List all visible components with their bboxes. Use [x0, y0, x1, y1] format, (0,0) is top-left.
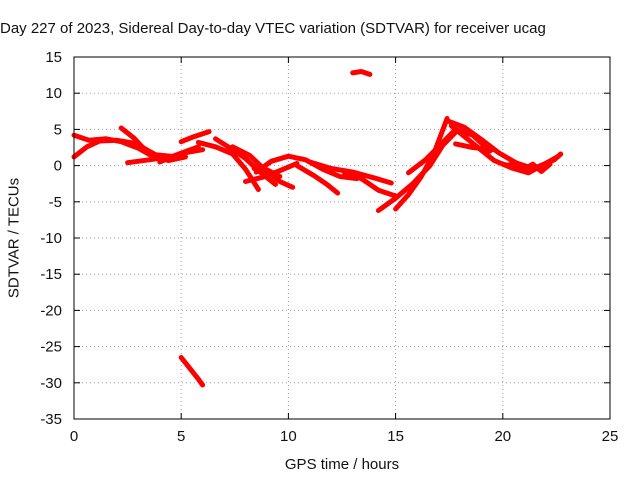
y-tick-label: -10 [40, 230, 62, 247]
y-tick-label: -25 [40, 339, 62, 356]
data-track [178, 129, 212, 145]
y-tick-label: 0 [54, 158, 62, 175]
x-tick-label: 5 [177, 428, 185, 445]
x-tick-label: 0 [70, 428, 78, 445]
data-track [253, 153, 360, 182]
x-tick-label: 10 [280, 428, 297, 445]
data-track [294, 163, 341, 196]
y-tick-label: -15 [40, 266, 62, 283]
x-tick-label: 20 [494, 428, 511, 445]
data-track [393, 116, 450, 212]
grid-lines [74, 57, 610, 419]
data-track [453, 141, 497, 153]
axis-ticks: 0 5 10 15 20 25 15 10 5 0 -5 -10 -15 -20 -25 -30 -35 [40, 49, 618, 445]
data-track [157, 144, 201, 165]
data-track [307, 159, 394, 186]
y-axis-label: SDTVAR / TECUs [5, 177, 23, 299]
y-tick-label: -30 [40, 375, 62, 392]
x-axis-label: GPS time / hours [284, 456, 400, 473]
data-track [504, 160, 553, 174]
y-tick-label: -5 [49, 194, 62, 211]
y-tick-label: -20 [40, 302, 62, 319]
x-tick-label: 15 [387, 428, 404, 445]
y-tick-label: 15 [45, 49, 62, 66]
data-track [195, 139, 261, 192]
data-track [118, 125, 173, 159]
data-track [350, 69, 373, 77]
y-tick-label: 5 [54, 121, 62, 138]
data-track [178, 355, 206, 388]
data-track [341, 169, 399, 199]
y-tick-label: -35 [40, 411, 62, 428]
chart-title: Day 227 of 2023, Sidereal Day-to-day VTE… [0, 20, 546, 37]
y-tick-label: 10 [45, 85, 62, 102]
data-series [71, 69, 564, 388]
x-tick-label: 25 [602, 428, 619, 445]
